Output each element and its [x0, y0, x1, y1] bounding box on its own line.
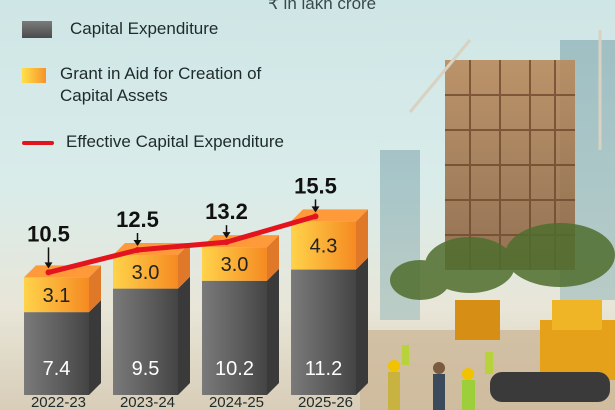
x-tick-label: 2024-25 — [209, 394, 264, 410]
legend-swatch-line — [22, 141, 54, 145]
legend-label: Effective Capital Expenditure — [66, 132, 284, 151]
legend-swatch-orange — [22, 68, 46, 83]
data-label-grant-in-aid: 3.0 — [132, 262, 160, 284]
legend-label: Grant in Aid for Creation of Capital Ass… — [60, 64, 262, 105]
x-tick-label: 2023-24 — [120, 394, 175, 410]
data-label-effective-capex: 12.5 — [116, 207, 159, 232]
label-pointer-head — [311, 206, 320, 213]
bar-capital-expenditure — [202, 280, 267, 395]
data-label-grant-in-aid: 4.3 — [310, 235, 338, 257]
bar-grant-in-aid — [202, 247, 267, 281]
label-pointer-head — [133, 240, 142, 246]
bar-grant-in-aid — [24, 277, 89, 313]
x-tick-label: 2022-23 — [31, 394, 86, 410]
effective-capex-point — [134, 247, 141, 253]
legend-swatch-gray — [22, 21, 52, 38]
bar-side-capital-expenditure — [267, 268, 279, 395]
data-label-capital-expenditure: 10.2 — [215, 358, 254, 380]
x-tick-label: 2025-26 — [298, 394, 353, 410]
unit-label: ₹ in lakh crore — [268, 0, 377, 13]
legend-item-effective-capex: Effective Capital Expenditure — [22, 131, 284, 153]
bar-side-capital-expenditure — [89, 300, 101, 395]
effective-capex-point — [312, 213, 319, 220]
bar-side-capital-expenditure — [356, 257, 368, 395]
effective-capex-line — [46, 213, 318, 275]
data-label-effective-capex: 13.2 — [205, 199, 248, 224]
bar-capital-expenditure — [291, 269, 356, 395]
bar-side-grant-in-aid — [356, 209, 368, 270]
label-pointer-head — [44, 262, 53, 269]
bar-side-grant-in-aid — [178, 243, 190, 289]
data-label-capital-expenditure: 7.4 — [43, 358, 71, 380]
bar-side-capital-expenditure — [178, 276, 190, 395]
excavator — [455, 300, 615, 402]
bar-capital-expenditure — [24, 312, 89, 395]
bar-side-grant-in-aid — [89, 265, 101, 313]
data-label-effective-capex: 15.5 — [294, 173, 337, 198]
crane — [408, 30, 602, 150]
bar-capital-expenditure — [113, 288, 178, 395]
data-label-capital-expenditure: 9.5 — [132, 358, 160, 380]
data-label-capital-expenditure: 11.2 — [305, 358, 342, 380]
workers — [388, 345, 493, 410]
data-label-effective-capex: 10.5 — [27, 221, 70, 246]
trees — [390, 223, 615, 300]
legend-item-grant-in-aid: Grant in Aid for Creation of Capital Ass… — [22, 63, 300, 107]
effective-capex-point — [45, 269, 52, 276]
bar-grant-in-aid — [113, 255, 178, 289]
effective-capex-point — [223, 239, 230, 246]
legend-label: Capital Expenditure — [70, 19, 219, 38]
label-pointer-head — [222, 232, 231, 239]
legend-item-capital-expenditure: Capital Expenditure — [22, 18, 218, 40]
bar-side-grant-in-aid — [267, 235, 279, 281]
data-label-grant-in-aid: 3.1 — [43, 285, 71, 307]
data-label-grant-in-aid: 3.0 — [221, 254, 249, 276]
bar-grant-in-aid — [291, 221, 356, 270]
